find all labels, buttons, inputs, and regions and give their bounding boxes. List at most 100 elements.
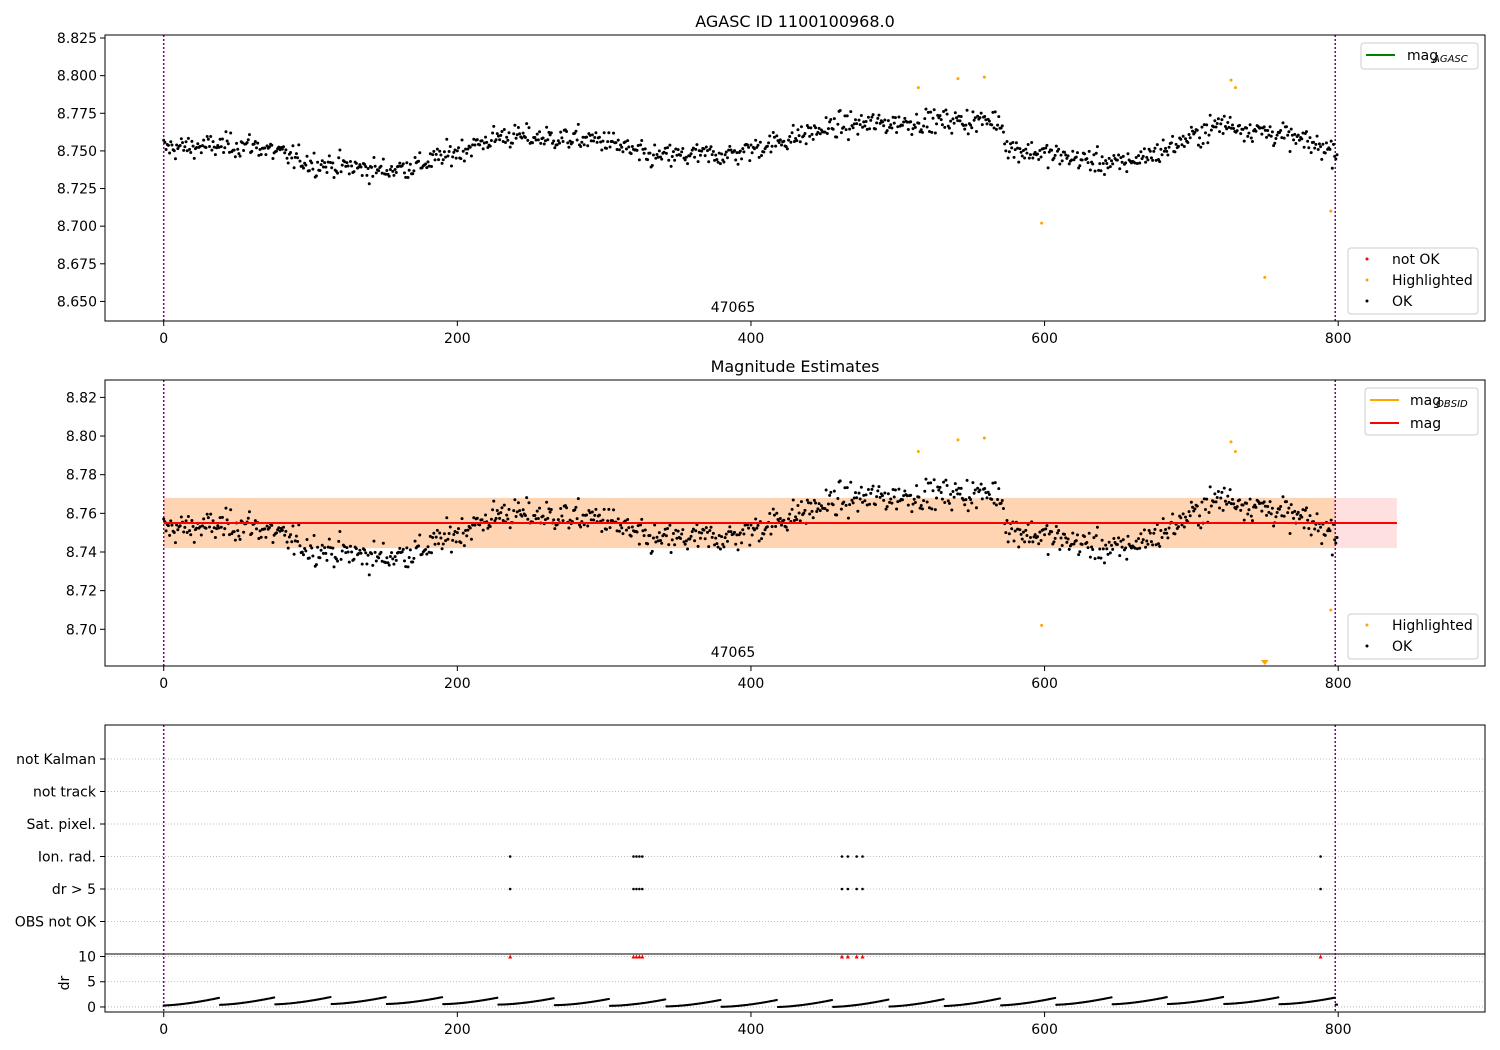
ok-point [1263, 504, 1267, 508]
ok-point [711, 150, 715, 154]
ok-point [252, 142, 256, 146]
ok-point [1274, 137, 1278, 141]
ok-point [549, 508, 553, 512]
ok-point [1057, 147, 1061, 151]
ok-point [1228, 488, 1232, 492]
ok-point [947, 126, 951, 130]
ok-point [246, 516, 250, 520]
ok-point [877, 485, 881, 489]
ok-point [729, 148, 733, 152]
ok-point [1242, 518, 1246, 522]
ok-point [742, 532, 746, 536]
ok-point [164, 147, 168, 151]
ok-point [1005, 519, 1009, 523]
ok-point [673, 543, 677, 547]
x-tick-label: 800 [1325, 331, 1352, 347]
ok-point [1320, 157, 1324, 161]
ok-point [706, 530, 710, 534]
ok-point [889, 497, 893, 501]
ok-point [290, 156, 294, 160]
ok-point [1334, 157, 1338, 161]
ok-point [1052, 540, 1056, 544]
ok-point [1273, 141, 1277, 145]
ok-point [480, 139, 484, 143]
ok-point [215, 527, 219, 531]
ok-point [442, 532, 446, 536]
ok-point [987, 119, 991, 123]
ok-point [589, 139, 593, 143]
ok-point [365, 562, 369, 566]
x-tick-label: 400 [738, 676, 765, 692]
ok-point [630, 145, 634, 149]
ok-point [1191, 505, 1195, 509]
ok-point [890, 501, 894, 505]
ok-point [338, 148, 342, 152]
panel2-plot-area: 8.708.728.748.768.788.808.820 200 400 600 80… [66, 379, 1486, 692]
ok-point [1120, 160, 1124, 164]
ok-point [586, 524, 590, 528]
ok-point [716, 160, 720, 164]
ok-point [1141, 154, 1145, 158]
ok-point [957, 486, 961, 490]
ok-point [1232, 502, 1236, 506]
ok-point [906, 503, 910, 507]
ok-point [1304, 506, 1308, 510]
ok-point [895, 507, 899, 511]
ok-point [1266, 504, 1270, 508]
ok-point [245, 141, 249, 145]
ok-point [1098, 162, 1102, 166]
ok-point [785, 528, 789, 532]
ok-point [1074, 539, 1078, 543]
ok-point [199, 151, 203, 155]
ok-point [257, 153, 261, 157]
ok-point [464, 147, 468, 151]
ok-point [191, 144, 195, 148]
ok-point [1272, 524, 1276, 528]
ok-point [621, 532, 625, 536]
ok-point [1050, 148, 1054, 152]
ok-point [213, 153, 217, 157]
ok-point [962, 498, 966, 502]
ok-point [298, 159, 302, 163]
ok-point [1083, 534, 1087, 538]
ok-point [1155, 143, 1159, 147]
flag-point [638, 855, 641, 858]
ok-point [465, 534, 469, 538]
ok-point [516, 501, 520, 505]
ok-point [294, 152, 298, 156]
ok-point [855, 122, 859, 126]
ok-point [242, 149, 246, 153]
ok-point [533, 136, 537, 140]
ok-point [253, 140, 257, 144]
ok-point [740, 541, 744, 545]
highlighted-point [982, 436, 986, 440]
ok-point [962, 123, 966, 127]
ok-point [576, 497, 580, 501]
ok-point [219, 145, 223, 149]
ok-point [646, 542, 650, 546]
ok-point [991, 481, 995, 485]
ok-point [675, 536, 679, 540]
ok-point [327, 537, 331, 541]
ok-point [1106, 166, 1110, 170]
ok-point [451, 155, 455, 159]
ok-point [1092, 153, 1096, 157]
ok-point [809, 126, 813, 130]
ok-point [1004, 149, 1008, 153]
ok-point [614, 141, 618, 145]
ok-point [809, 501, 813, 505]
ok-point [1121, 538, 1125, 542]
ok-point [211, 140, 215, 144]
ok-point [1247, 508, 1251, 512]
ok-point [240, 141, 244, 145]
ok-point [398, 546, 402, 550]
ok-point [794, 515, 798, 519]
ok-point [475, 516, 479, 520]
ok-point [1219, 496, 1223, 500]
ok-point [559, 130, 563, 134]
ok-point [621, 150, 625, 154]
ok-point [514, 136, 518, 140]
flag-point [840, 887, 844, 891]
ok-point [1238, 123, 1242, 127]
ok-point [179, 515, 183, 519]
